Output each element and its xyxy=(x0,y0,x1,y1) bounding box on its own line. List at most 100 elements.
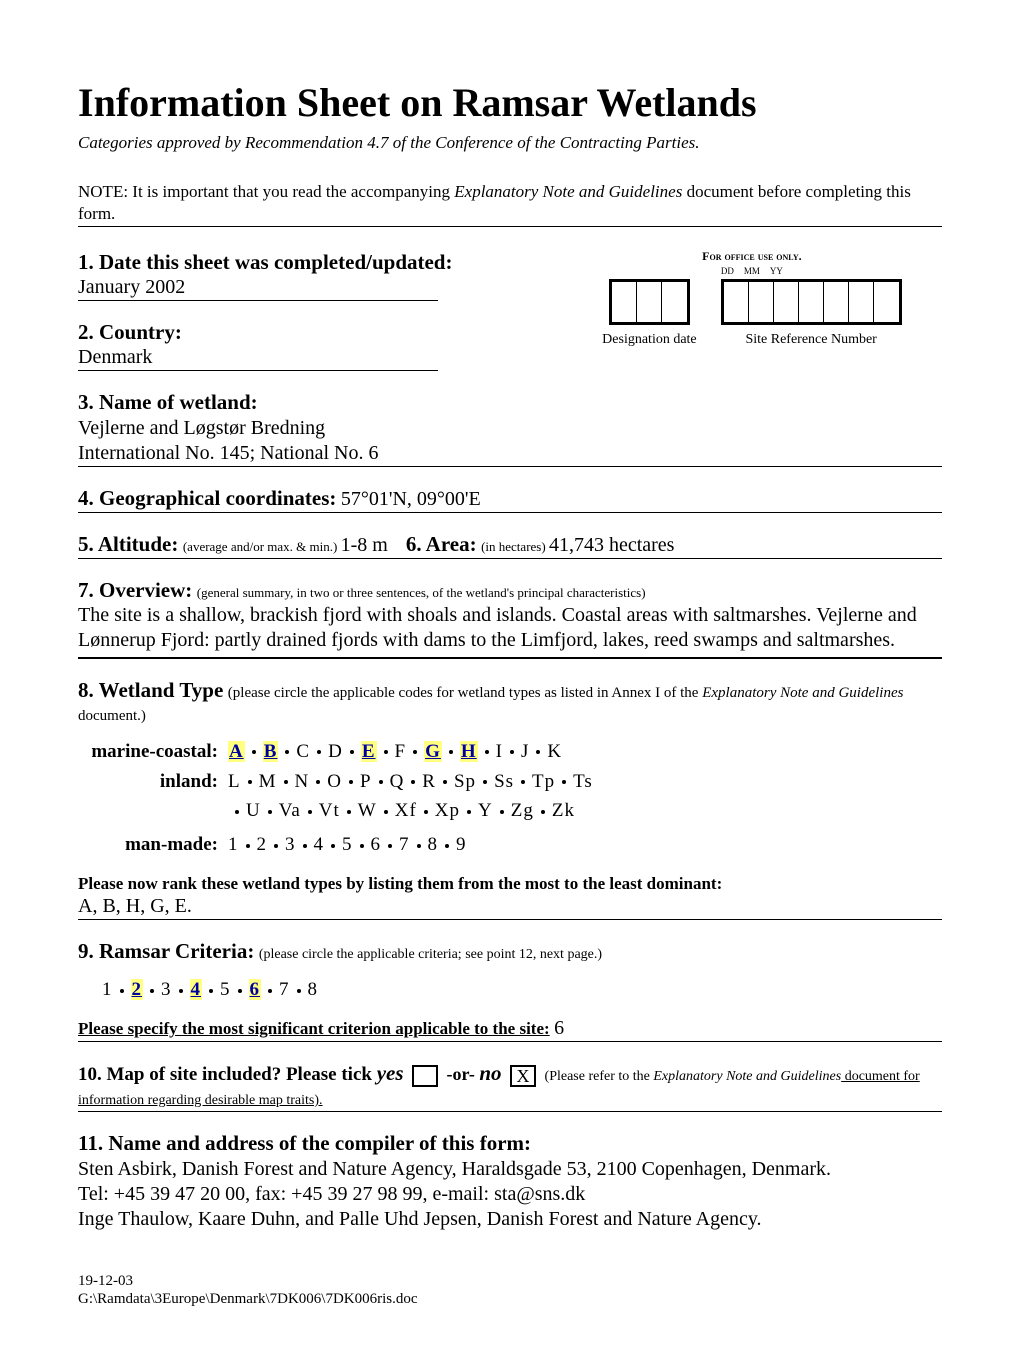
code-Zg: Zg xyxy=(511,800,534,821)
site-ref-boxes xyxy=(721,279,902,325)
code-Sp: Sp xyxy=(454,771,476,792)
code-1: 1 xyxy=(102,979,113,1000)
code-Q: Q xyxy=(390,771,405,792)
s5-s6-row: 5. Altitude: (average and/or max. & min.… xyxy=(78,531,942,559)
s7-note: (general summary, in two or three senten… xyxy=(197,585,646,600)
s10-no: no xyxy=(479,1061,501,1085)
code-Zk: Zk xyxy=(552,800,575,821)
inland-codes-2: U Va Vt W Xf Xp Y Zg Zk xyxy=(228,799,942,823)
code-Ss: Ss xyxy=(494,771,514,792)
s4-row: 4. Geographical coordinates: 57°01'N, 09… xyxy=(78,485,942,513)
code-F: F xyxy=(395,741,407,762)
no-checkbox[interactable]: X xyxy=(510,1065,536,1087)
subtitle: Categories approved by Recommendation 4.… xyxy=(78,132,942,153)
mm-label: MM xyxy=(744,266,760,277)
s7-block: 7. Overview: (general summary, in two or… xyxy=(78,577,942,659)
code-A: A xyxy=(228,741,245,762)
code-Ts: Ts xyxy=(573,771,593,792)
code-I: I xyxy=(496,741,503,762)
s5-label: 5. Altitude: xyxy=(78,532,178,556)
code-L: L xyxy=(228,771,241,792)
code-1: 1 xyxy=(228,834,239,855)
siteref-caption: Site Reference Number xyxy=(745,331,876,349)
code-H: H xyxy=(460,741,478,762)
yes-checkbox[interactable] xyxy=(412,1065,438,1087)
s3-line2: International No. 145; National No. 6 xyxy=(78,441,942,467)
s8-block: 8. Wetland Type (please circle the appli… xyxy=(78,677,942,920)
footer-path: G:\Ramdata\3Europe\Denmark\7DK006\7DK006… xyxy=(78,1290,942,1309)
note-line: NOTE: It is important that you read the … xyxy=(78,181,942,227)
code-9: 9 xyxy=(456,834,467,855)
s11-label: 11. Name and address of the compiler of … xyxy=(78,1130,942,1156)
s11-l3: Inge Thaulow, Kaare Duhn, and Palle Uhd … xyxy=(78,1207,942,1232)
s4-label: 4. Geographical coordinates: xyxy=(78,486,336,510)
s9-block: 9. Ramsar Criteria: (please circle the a… xyxy=(78,938,942,1042)
code-Y: Y xyxy=(478,800,493,821)
desig-caption: Designation date xyxy=(602,331,696,349)
s11-l1: Sten Asbirk, Danish Forest and Nature Ag… xyxy=(78,1157,942,1182)
code-2: 2 xyxy=(257,834,268,855)
s2-label: 2. Country: xyxy=(78,320,182,344)
code-Xf: Xf xyxy=(395,800,417,821)
code-8: 8 xyxy=(428,834,439,855)
code-Vt: Vt xyxy=(319,800,340,821)
s1-value: January 2002 xyxy=(78,275,438,301)
s9-note: (please circle the applicable criteria; … xyxy=(259,947,602,962)
s10-block: 10. Map of site included? Please tick ye… xyxy=(78,1060,942,1112)
s11-l2: Tel: +45 39 47 20 00, fax: +45 39 27 98 … xyxy=(78,1182,942,1207)
code-G: G xyxy=(424,741,442,762)
code-U: U xyxy=(246,800,261,821)
code-3: 3 xyxy=(161,979,172,1000)
code-D: D xyxy=(328,741,343,762)
s6-value: 41,743 hectares xyxy=(549,534,675,556)
code-E: E xyxy=(361,741,377,762)
s10-hint-ital: Explanatory Note and Guidelines xyxy=(653,1069,841,1084)
code-2: 2 xyxy=(131,979,144,1000)
s8-note-prefix: (please circle the applicable codes for … xyxy=(228,685,702,701)
code-W: W xyxy=(358,800,377,821)
s7-text: The site is a shallow, brackish fjord wi… xyxy=(78,603,942,653)
code-O: O xyxy=(327,771,342,792)
footer-date: 19-12-03 xyxy=(78,1272,942,1291)
code-P: P xyxy=(360,771,372,792)
s10-hint-prefix: (Please refer to the xyxy=(545,1069,654,1084)
s5-note: (average and/or max. & min.) xyxy=(183,539,341,554)
s11-block: 11. Name and address of the compiler of … xyxy=(78,1130,942,1231)
s1-label: 1. Date this sheet was completed/updated… xyxy=(78,249,527,275)
marine-codes: ABCDEFGHIJK xyxy=(228,740,562,764)
s10-or: -or- xyxy=(447,1064,480,1084)
code-N: N xyxy=(295,771,310,792)
designation-date-boxes xyxy=(609,279,690,325)
s2-value: Denmark xyxy=(78,345,438,371)
s6-label: 6. Area: xyxy=(406,532,477,556)
code-Va: Va xyxy=(279,800,301,821)
code-6: 6 xyxy=(371,834,382,855)
code-C: C xyxy=(296,741,310,762)
s6-note: (in hectares) xyxy=(481,539,549,554)
s3-line1: Vejlerne and Løgstør Bredning xyxy=(78,416,942,441)
note-ital: Explanatory Note and Guidelines xyxy=(454,182,682,201)
code-5: 5 xyxy=(342,834,353,855)
code-Xp: Xp xyxy=(435,800,460,821)
code-7: 7 xyxy=(279,979,290,1000)
code-4: 4 xyxy=(314,834,325,855)
main-title: Information Sheet on Ramsar Wetlands xyxy=(78,78,942,128)
dd-label: DD xyxy=(721,266,734,277)
s10-yes: yes xyxy=(377,1061,404,1085)
code-3: 3 xyxy=(285,834,296,855)
manmade-codes: 123456789 xyxy=(228,833,467,857)
s10-label: 10. Map of site included? Please tick xyxy=(78,1064,377,1085)
code-7: 7 xyxy=(399,834,410,855)
code-K: K xyxy=(547,741,562,762)
s5-value: 1-8 m xyxy=(341,534,388,556)
code-R: R xyxy=(422,771,436,792)
s9-codes: 12345678 xyxy=(102,978,942,1002)
s3-label: 3. Name of wetland: xyxy=(78,389,942,415)
office-label: For office use only. xyxy=(562,249,942,264)
note-prefix: NOTE: It is important that you read the … xyxy=(78,182,454,201)
s8-note-suffix: document.) xyxy=(78,708,146,724)
code-8: 8 xyxy=(308,979,319,1000)
inland-label: inland: xyxy=(78,770,218,794)
code-M: M xyxy=(259,771,277,792)
yy-label: YY xyxy=(770,266,783,277)
